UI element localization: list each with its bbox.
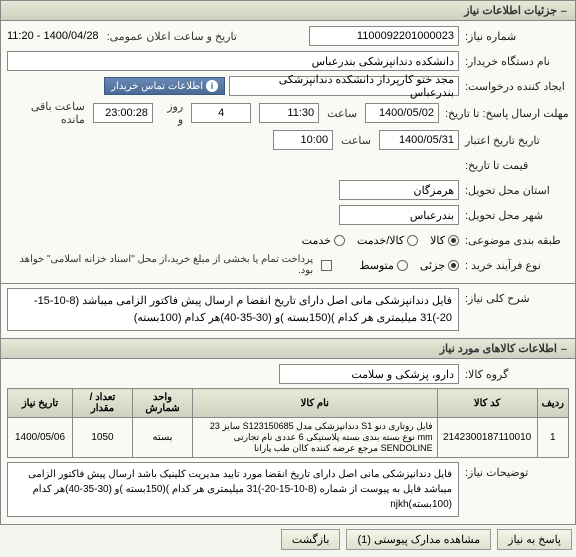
panel-body-1: شماره نیاز: 1100092201000023 تاریخ و ساع… xyxy=(1,21,575,283)
remain-time: 23:00:28 xyxy=(93,103,153,123)
radio-icon xyxy=(407,235,418,246)
creator-value: مجد ختو کارپرداز دانشکده دندانپزشکی بندر… xyxy=(229,76,459,96)
table-header-row: ردیف کد کالا نام کالا واحد شمارش تعداد /… xyxy=(8,389,569,418)
city-label: شهر محل تحویل: xyxy=(459,209,569,222)
reply-time: 11:30 xyxy=(259,103,319,123)
cell-idx: 1 xyxy=(537,418,568,458)
summary-body: شرح کلی نیاز: فایل دندانپزشکی مانی اصل د… xyxy=(1,284,575,338)
creator-label: ایجاد کننده درخواست: xyxy=(459,80,569,93)
summary-panel: شرح کلی نیاز: فایل دندانپزشکی مانی اصل د… xyxy=(0,284,576,339)
reply-time-label: ساعت xyxy=(323,107,361,120)
th-date: تاریخ نیاز xyxy=(8,389,73,418)
back-button[interactable]: بازگشت xyxy=(281,529,341,550)
radio-icon xyxy=(448,235,459,246)
radio-icon xyxy=(397,260,408,271)
announce-value: 1400/04/28 - 11:20 xyxy=(7,30,99,42)
summary-label: شرح کلی نیاز: xyxy=(459,288,569,305)
desc-text: فایل دندانپزشکی مانی اصل دارای تاریخ انق… xyxy=(7,462,459,517)
th-qty: تعداد / مقدار xyxy=(73,389,133,418)
buyer-info-button[interactable]: i اطلاعات تماس خریدار xyxy=(104,77,225,95)
reply-date: 1400/05/02 xyxy=(365,103,439,123)
cell-qty: 1050 xyxy=(73,418,133,458)
need-no-value: 1100092201000023 xyxy=(309,26,459,46)
radio-small[interactable]: جزئی xyxy=(420,259,459,272)
cell-date: 1400/05/06 xyxy=(8,418,73,458)
radio-medium[interactable]: متوسط xyxy=(359,259,408,272)
price-label: قیمت تا تاریخ: xyxy=(459,159,569,172)
attachments-button[interactable]: مشاهده مدارک پیوستی (1) xyxy=(346,529,491,550)
category-radio-group: کالا کالا/خدمت خدمت xyxy=(7,234,459,247)
radio-service[interactable]: خدمت xyxy=(302,234,345,247)
info-icon: i xyxy=(206,80,218,92)
goods-panel: اطلاعات کالاهای مورد نیاز گروه کالا: دار… xyxy=(0,339,576,525)
process-label: نوع فرآیند خرید : xyxy=(459,259,569,272)
th-unit: واحد شمارش xyxy=(133,389,193,418)
province-value: هرمزگان xyxy=(339,180,459,200)
category-label: طبقه بندی موضوعی: xyxy=(459,234,569,247)
reply-deadline-label: مهلت ارسال پاسخ: تا تاریخ: xyxy=(439,107,569,120)
th-code: کد کالا xyxy=(437,389,537,418)
table-row[interactable]: 1 2142300187110010 فایل روتاری دنو S1 دن… xyxy=(8,418,569,458)
radio-goods[interactable]: کالا xyxy=(430,234,459,247)
desc-label: توضیحات نیاز: xyxy=(459,462,569,479)
radio-goods-service[interactable]: کالا/خدمت xyxy=(357,234,418,247)
announce-label: تاریخ و ساعت اعلان عمومی: xyxy=(103,30,241,43)
summary-text: فایل دندانپزشکی مانی اصل دارای تاریخ انق… xyxy=(7,288,459,331)
collapse-icon[interactable] xyxy=(557,6,567,16)
th-name: نام کالا xyxy=(193,389,438,418)
credit-time-label: ساعت xyxy=(337,134,375,147)
panel-title-3: اطلاعات کالاهای مورد نیاز xyxy=(440,342,557,355)
panel-title-1: جزئیات اطلاعات نیاز xyxy=(464,4,557,17)
need-details-panel: جزئیات اطلاعات نیاز شماره نیاز: 11000922… xyxy=(0,0,576,284)
goods-body: گروه کالا: دارو، پزشکی و سلامت ردیف کد ک… xyxy=(1,359,575,524)
need-no-label: شماره نیاز: xyxy=(459,30,569,43)
group-value: دارو، پزشکی و سلامت xyxy=(279,364,459,384)
panel-header-1: جزئیات اطلاعات نیاز xyxy=(1,1,575,21)
treasury-checkbox[interactable] xyxy=(321,260,332,271)
reply-button[interactable]: پاسخ به نیاز xyxy=(497,529,572,550)
group-label: گروه کالا: xyxy=(459,368,569,381)
day-value: 4 xyxy=(191,103,251,123)
credit-date: 1400/05/31 xyxy=(379,130,459,150)
collapse-icon[interactable] xyxy=(557,344,567,354)
cell-code: 2142300187110010 xyxy=(437,418,537,458)
action-buttons: پاسخ به نیاز مشاهده مدارک پیوستی (1) باز… xyxy=(0,525,576,554)
panel-header-3: اطلاعات کالاهای مورد نیاز xyxy=(1,339,575,359)
info-btn-label: اطلاعات تماس خریدار xyxy=(111,81,203,92)
province-label: استان محل تحویل: xyxy=(459,184,569,197)
radio-icon xyxy=(448,260,459,271)
buyer-value: دانشکده دندانپزشکی بندرعباس xyxy=(7,51,459,71)
cell-unit: بسته xyxy=(133,418,193,458)
remain-label: ساعت باقی مانده xyxy=(7,100,89,126)
credit-label: تاریخ تاریخ اعتبار xyxy=(459,134,569,147)
city-value: بندرعباس xyxy=(339,205,459,225)
process-radio-group: جزئی متوسط xyxy=(359,259,459,272)
buyer-label: نام دستگاه خریدار: xyxy=(459,55,569,68)
pay-note: پرداخت تمام یا بخشی از مبلغ خرید،از محل … xyxy=(7,254,317,276)
goods-table: ردیف کد کالا نام کالا واحد شمارش تعداد /… xyxy=(7,388,569,458)
cell-name: فایل روتاری دنو S1 دندانپزشکی مدل S12315… xyxy=(193,418,438,458)
th-idx: ردیف xyxy=(537,389,568,418)
day-label: روز و xyxy=(157,100,187,126)
credit-time: 10:00 xyxy=(273,130,333,150)
radio-icon xyxy=(334,235,345,246)
